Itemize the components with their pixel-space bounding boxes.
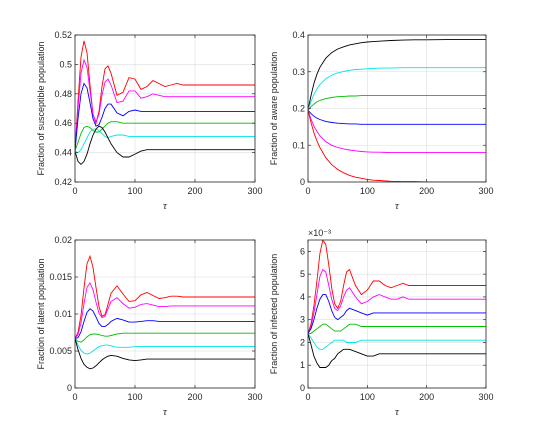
y-tick-label: 3	[300, 315, 305, 325]
x-tick-label: 100	[127, 186, 142, 196]
x-axis-label: τ	[395, 200, 400, 212]
y-tick-label: 0.2	[292, 104, 305, 114]
series-line-4	[75, 332, 255, 343]
y-tick-label: 0.42	[54, 177, 72, 187]
x-tick-label: 0	[305, 392, 310, 402]
y-tick-label: 0.5	[59, 59, 72, 69]
series-line-5	[308, 110, 486, 154]
y-axis-label: Fraction of susceptible population	[36, 41, 46, 175]
x-tick-label: 300	[478, 392, 493, 402]
x-tick-label: 0	[72, 392, 77, 402]
chart-panel-aware: 0 100 200 300 0 0.1 0.2 0.3 0.4 τ Fraction of awar…	[269, 30, 494, 212]
y-tick-label: 0.1	[292, 140, 305, 150]
x-tick-label: 200	[187, 186, 202, 196]
x-tick-label: 200	[187, 392, 202, 402]
x-tick-label: 100	[360, 392, 375, 402]
y-tick-label: 0.005	[49, 346, 72, 356]
y-axis-label: Fraction of infected population	[269, 254, 279, 375]
x-tick-label: 300	[478, 186, 493, 196]
x-axis-label: τ	[395, 406, 400, 418]
series-line-5	[75, 128, 255, 154]
series-line-2	[75, 281, 255, 339]
series-line-6	[308, 333, 486, 368]
y-tick-label: 0	[67, 383, 72, 393]
y-tick-label: 2	[300, 337, 305, 347]
series-line-6	[75, 338, 255, 370]
y-tick-label: 4	[300, 292, 305, 302]
series-line-1	[308, 240, 486, 334]
x-tick-label: 0	[305, 186, 310, 196]
y-axis-label: Fraction of latent population	[36, 258, 46, 369]
series-line-2	[308, 67, 486, 111]
series-line-2	[308, 268, 486, 334]
series-line-1	[308, 38, 486, 111]
x-tick-label: 0	[72, 186, 77, 196]
series-line-1	[75, 40, 255, 152]
series-line-4	[308, 109, 486, 125]
axes-frame	[307, 239, 487, 389]
y-tick-label: 0.015	[49, 272, 72, 282]
y-axis-label: Fraction of aware population	[269, 52, 279, 166]
series-line-4	[75, 121, 255, 152]
y-tick-label: 0.01	[54, 309, 72, 319]
series-line-4	[308, 323, 486, 334]
series-line-1	[75, 254, 255, 339]
y-tick-label: 1	[300, 360, 305, 370]
y-tick-label: 6	[300, 246, 305, 256]
y-tick-label: 0.4	[292, 30, 305, 40]
x-axis-label: τ	[163, 406, 168, 418]
y-tick-label: 0.46	[54, 118, 72, 128]
y-tick-label: 0.02	[54, 235, 72, 245]
plot-area	[308, 240, 486, 388]
series-line-2	[75, 58, 255, 152]
series-line-3	[308, 294, 486, 334]
y-tick-label: 0.3	[292, 67, 305, 77]
x-tick-label: 100	[360, 186, 375, 196]
x-tick-label: 200	[419, 186, 434, 196]
series-line-5	[308, 333, 486, 350]
y-tick-label: 5	[300, 269, 305, 279]
plot-area	[75, 35, 255, 182]
y-tick-label: 0.52	[54, 30, 72, 40]
y-tick-label: 0	[300, 383, 305, 393]
y-tick-label: 0.48	[54, 89, 72, 99]
x-axis-label: τ	[163, 200, 168, 212]
series-line-6	[75, 125, 255, 166]
chart-panel-infected: 0 100 200 300 0 1 2 3 4 5 6×10⁻³ τ Fraction of infec…	[269, 228, 494, 418]
series-line-3	[75, 82, 255, 152]
x-tick-label: 300	[247, 186, 262, 196]
y-tick-label: 0	[300, 177, 305, 187]
x-tick-label: 200	[419, 392, 434, 402]
series-line-3	[308, 95, 486, 111]
y-multiplier-label: ×10⁻³	[308, 228, 331, 238]
series-line-3	[75, 308, 255, 339]
y-tick-label: 0.44	[54, 148, 72, 158]
axes-frame	[74, 34, 256, 183]
x-tick-label: 100	[127, 392, 142, 402]
series-line-5	[75, 338, 255, 355]
chart-panel-susceptible: 0 100 200 300 0.42 0.44 0.46 0.48 0.5 0.52 τ Fracti…	[36, 30, 263, 212]
chart-panel-latent: 0 100 200 300 0 0.005 0.01 0.015 0.02 τ Fraction o…	[36, 235, 263, 418]
x-tick-label: 300	[247, 392, 262, 402]
